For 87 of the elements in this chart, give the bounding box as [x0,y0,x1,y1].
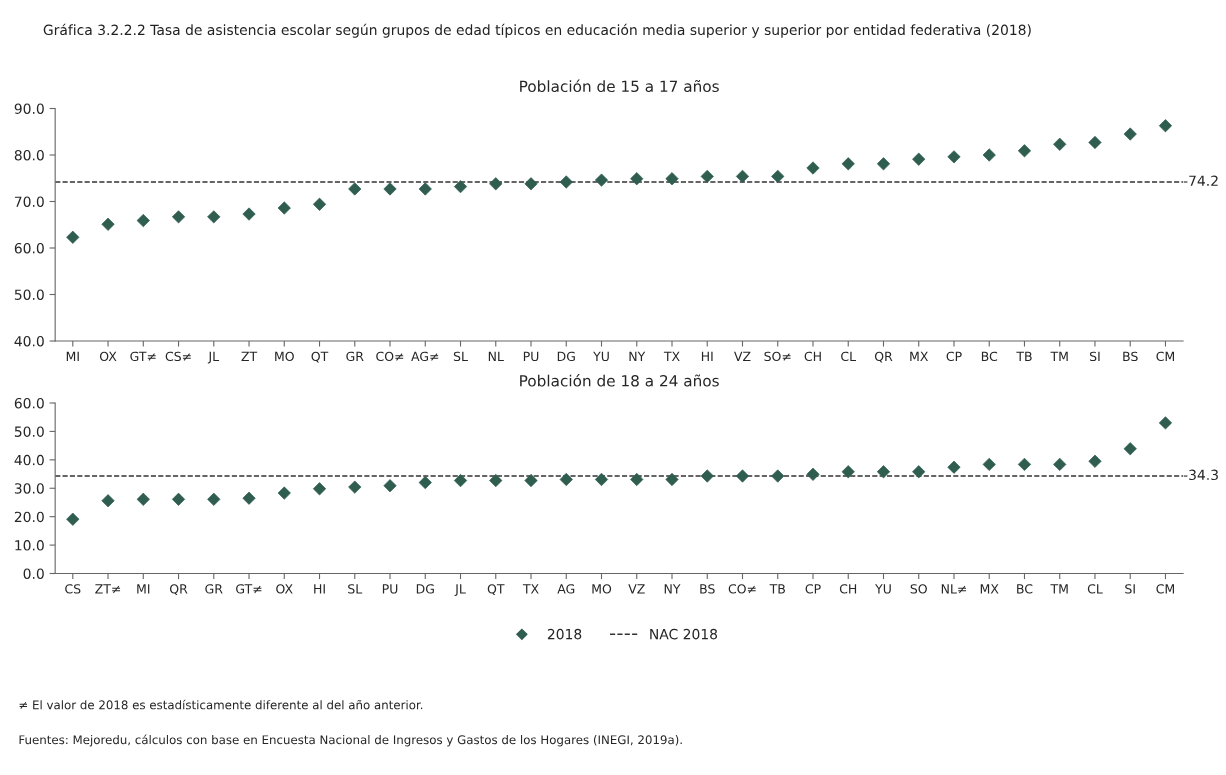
x-tick-label: BC [981,351,998,362]
x-tick-label: MI [137,584,150,594]
y-tick-label: 40.0 [14,335,44,347]
x-tick-label: PU [523,351,539,362]
x-tick-label: CP [805,584,821,594]
y-tick-label: 50.0 [14,426,44,437]
x-tick-label: TX [663,351,680,361]
x-tick-label: VZ [734,351,751,361]
x-tick-label: GT≠ [236,584,262,594]
x-tick-label: AG≠ [411,351,439,362]
text: -74.2 [1183,175,1218,186]
y-tick-label: 20.0 [14,511,44,523]
x-tick-label: PU [382,584,398,594]
x-tick-label: CS≠ [165,351,191,362]
x-tick-label: JL [454,584,466,596]
x-tick-label: HI [314,584,325,594]
x-tick-label: TB [1016,351,1032,361]
x-tick-label: QR [169,584,188,596]
x-tick-label: QT [487,584,505,596]
x-tick-label: SI [1125,584,1135,594]
x-tick-label: MO [275,351,294,362]
x-tick-label: SL [348,584,363,594]
x-tick-label: JL [207,351,220,364]
x-tick-label: CS [65,584,81,594]
x-tick-label: TB [769,584,785,594]
x-tick-label: ZT [241,351,258,361]
y-tick-label: 10.0 [15,540,44,551]
x-tick-label: CP [946,351,962,362]
chart-title: Gráfica 3.2.2.2 Tasa de asistencia escolar según grupos de edad típicos en educación media superior y superior por entidad federativa (2018) [43,23,1031,38]
text: ≠ El valor de 2018 es estadísticamente diferente al del año anterior. [19,699,423,710]
x-tick-label: NY [629,351,646,361]
x-tick-label: QT [311,351,329,363]
x-tick-label: CO≠ [376,351,404,362]
y-tick-label: 60.0 [14,242,44,254]
x-tick-label: ZT≠ [95,584,121,594]
chart-subtitle: Población de 15 a 17 años [520,79,719,93]
x-tick-label: SL [453,351,468,362]
y-tick-label: 90.0 [14,103,44,114]
y-tick-label: 30.0 [14,483,44,494]
x-tick-label: CL [841,351,857,362]
x-tick-label: BS [1123,351,1138,362]
x-tick-label: SI [1089,351,1100,362]
x-tick-label: CM [1156,351,1174,362]
x-tick-label: MO [592,584,612,594]
x-tick-label: CH [839,584,857,594]
x-tick-label: HI [701,351,713,361]
x-tick-label: YU [593,351,609,362]
text: -34.3 [1183,469,1218,481]
y-tick-label: 40.0 [14,454,44,466]
x-tick-label: SO≠ [764,351,791,362]
source-note: Fuentes: Mejoredu, cálculos con base en Encuesta Nacional de Ingresos y Gastos de los Hogares (INEGI, 2019a). [19,734,682,747]
y-tick-label: 80.0 [14,149,44,161]
x-tick-label: MI [66,351,79,361]
y-tick-label: 50.0 [14,289,44,300]
x-tick-label: CO≠ [728,584,756,594]
x-tick-label: GT≠ [130,351,156,362]
x-tick-label: AG [557,584,575,594]
chart-subtitle: Población de 18 a 24 años [520,374,719,387]
y-tick-label: 0.0 [23,568,44,579]
x-tick-label: TM [1050,351,1068,361]
x-tick-label: CH [804,351,821,362]
y-tick-label: 70.0 [14,196,44,207]
legend-label: 2018 [547,628,582,640]
y-tick-label: 60.0 [14,397,44,409]
x-tick-label: YU [875,584,891,594]
x-tick-label: CM [1156,584,1174,594]
point [806,161,820,175]
x-tick-label: BC [1017,584,1033,594]
x-tick-label: BS [700,584,715,594]
legend-label: NAC 2018 [650,628,718,640]
x-tick-label: OX [276,584,293,594]
x-tick-label: NL [488,351,504,361]
x-tick-label: QR [874,351,893,363]
x-tick-label: VZ [628,584,645,594]
x-tick-label: GR [205,584,223,594]
x-tick-label: NL≠ [941,584,967,594]
x-tick-label: OX [99,351,117,362]
x-tick-label: SO [910,584,927,594]
x-tick-label: MX [910,351,929,361]
x-tick-label: GR [346,351,364,362]
x-tick-label: TX [522,584,539,594]
x-tick-label: DG [557,351,575,362]
x-tick-label: DG [416,584,434,594]
x-tick-label: CL [1087,584,1103,594]
x-tick-label: NY [664,584,681,594]
x-tick-label: MX [980,584,999,594]
x-tick-label: TM [1050,584,1068,594]
